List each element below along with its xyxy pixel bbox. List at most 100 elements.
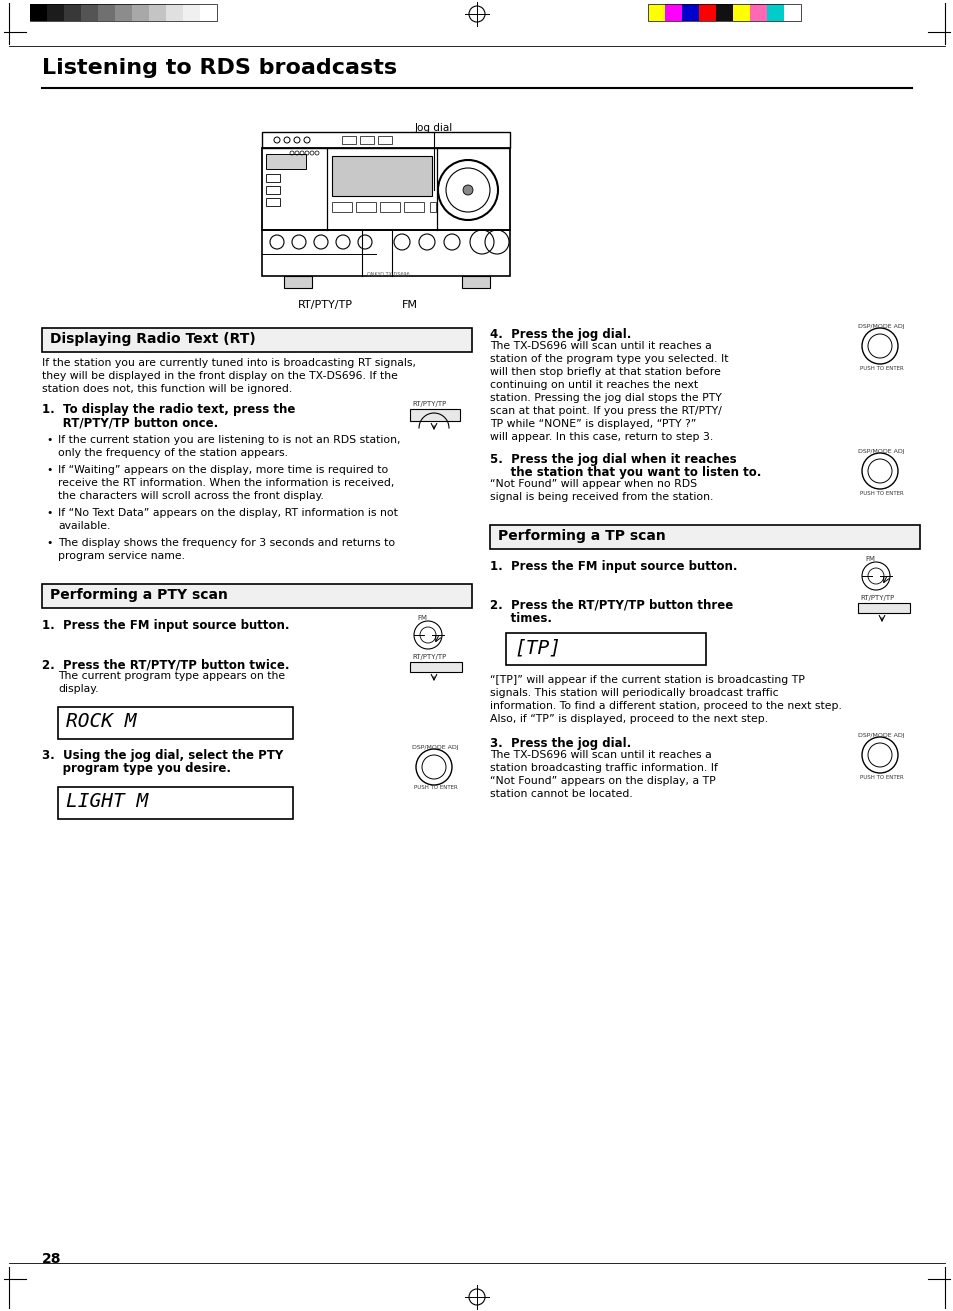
Text: •: • <box>46 538 52 548</box>
Text: 2.  Press the RT/PTY/TP button twice.: 2. Press the RT/PTY/TP button twice. <box>42 658 289 671</box>
Bar <box>699 4 716 21</box>
Text: [TP]: [TP] <box>514 638 560 657</box>
Text: PUSH TO ENTER: PUSH TO ENTER <box>414 785 457 791</box>
Text: •: • <box>46 465 52 475</box>
Text: program service name.: program service name. <box>58 551 185 561</box>
Bar <box>341 136 355 144</box>
Text: LIGHT M: LIGHT M <box>66 792 148 812</box>
Bar <box>783 4 801 21</box>
Text: 28: 28 <box>42 1252 61 1266</box>
Bar <box>266 153 306 169</box>
Bar <box>149 4 166 21</box>
Bar <box>284 277 312 288</box>
Text: times.: times. <box>490 612 552 625</box>
Bar <box>379 202 399 212</box>
Text: station cannot be located.: station cannot be located. <box>490 789 632 798</box>
Bar <box>58 787 293 819</box>
Text: available.: available. <box>58 520 111 531</box>
Bar <box>664 4 681 21</box>
Text: 5.  Press the jog dial when it reaches: 5. Press the jog dial when it reaches <box>490 454 736 465</box>
Bar <box>98 4 115 21</box>
Text: 1.  To display the radio text, press the: 1. To display the radio text, press the <box>42 402 295 416</box>
Bar <box>749 4 766 21</box>
Bar <box>266 174 280 182</box>
Text: receive the RT information. When the information is received,: receive the RT information. When the inf… <box>58 479 394 488</box>
Bar <box>647 4 664 21</box>
Text: DSP/MODE ADJ: DSP/MODE ADJ <box>857 733 903 738</box>
Text: The display shows the frequency for 3 seconds and returns to: The display shows the frequency for 3 se… <box>58 538 395 548</box>
Text: signals. This station will periodically broadcast traffic: signals. This station will periodically … <box>490 688 778 697</box>
Text: signal is being received from the station.: signal is being received from the statio… <box>490 492 713 502</box>
Bar <box>332 156 432 197</box>
Bar <box>262 148 510 229</box>
Text: TP while “NONE” is displayed, “PTY ?”: TP while “NONE” is displayed, “PTY ?” <box>490 420 696 429</box>
Text: RT/PTY/TP button once.: RT/PTY/TP button once. <box>42 416 218 429</box>
Bar <box>42 328 472 351</box>
Text: Performing a TP scan: Performing a TP scan <box>497 530 665 543</box>
Bar <box>42 583 472 608</box>
Text: Jog dial: Jog dial <box>415 123 453 132</box>
Text: the characters will scroll across the front display.: the characters will scroll across the fr… <box>58 492 323 501</box>
Circle shape <box>462 185 473 195</box>
Bar <box>47 4 64 21</box>
Text: FM: FM <box>401 300 417 309</box>
Text: station of the program type you selected. It: station of the program type you selected… <box>490 354 728 364</box>
Bar <box>58 707 293 739</box>
Text: station broadcasting traffic information. If: station broadcasting traffic information… <box>490 763 717 773</box>
Bar <box>359 136 374 144</box>
Text: station does not, this function will be ignored.: station does not, this function will be … <box>42 384 292 395</box>
Bar <box>461 277 490 288</box>
Text: DSP/MODE ADJ: DSP/MODE ADJ <box>857 448 903 454</box>
Bar <box>505 633 705 665</box>
Text: “Not Found” will appear when no RDS: “Not Found” will appear when no RDS <box>490 479 697 489</box>
Bar <box>857 603 909 614</box>
Text: “[TP]” will appear if the current station is broadcasting TP: “[TP]” will appear if the current statio… <box>490 675 804 686</box>
Text: information. To find a different station, proceed to the next step.: information. To find a different station… <box>490 701 841 711</box>
Bar <box>377 136 392 144</box>
Bar <box>766 4 783 21</box>
Bar <box>115 4 132 21</box>
Text: PUSH TO ENTER: PUSH TO ENTER <box>859 492 902 496</box>
Text: 1.  Press the FM input source button.: 1. Press the FM input source button. <box>490 560 737 573</box>
Bar <box>355 202 375 212</box>
Bar <box>681 4 699 21</box>
Bar <box>716 4 732 21</box>
Bar <box>64 4 81 21</box>
Text: ONKYO TX-DS696: ONKYO TX-DS696 <box>367 271 409 277</box>
Text: display.: display. <box>58 684 98 694</box>
Bar <box>732 4 749 21</box>
Text: 3.  Using the jog dial, select the PTY: 3. Using the jog dial, select the PTY <box>42 749 283 762</box>
Text: 1.  Press the FM input source button.: 1. Press the FM input source button. <box>42 619 289 632</box>
Text: station. Pressing the jog dial stops the PTY: station. Pressing the jog dial stops the… <box>490 393 721 402</box>
Text: they will be displayed in the front display on the TX-DS696. If the: they will be displayed in the front disp… <box>42 371 397 382</box>
Text: PUSH TO ENTER: PUSH TO ENTER <box>859 366 902 371</box>
Text: will appear. In this case, return to step 3.: will appear. In this case, return to ste… <box>490 433 713 442</box>
Text: will then stop briefly at that station before: will then stop briefly at that station b… <box>490 367 720 378</box>
Text: ROCK M: ROCK M <box>66 712 136 732</box>
Text: Performing a PTY scan: Performing a PTY scan <box>50 589 228 602</box>
Text: DSP/MODE ADJ: DSP/MODE ADJ <box>412 745 458 750</box>
Text: RT/PTY/TP: RT/PTY/TP <box>297 300 352 309</box>
Text: FM: FM <box>416 615 427 621</box>
Text: The current program type appears on the: The current program type appears on the <box>58 671 285 680</box>
Text: only the frequency of the station appears.: only the frequency of the station appear… <box>58 448 288 458</box>
Bar <box>410 409 459 421</box>
Text: scan at that point. If you press the RT/PTY/: scan at that point. If you press the RT/… <box>490 406 721 416</box>
Text: 3.  Press the jog dial.: 3. Press the jog dial. <box>490 737 631 750</box>
Text: Displaying Radio Text (RT): Displaying Radio Text (RT) <box>50 332 255 346</box>
Bar <box>266 186 280 194</box>
Text: If the current station you are listening to is not an RDS station,: If the current station you are listening… <box>58 435 400 444</box>
Bar <box>30 4 216 21</box>
Text: •: • <box>46 435 52 444</box>
Text: “Not Found” appears on the display, a TP: “Not Found” appears on the display, a TP <box>490 776 715 787</box>
Text: FM: FM <box>864 556 874 562</box>
Text: the station that you want to listen to.: the station that you want to listen to. <box>490 465 760 479</box>
Text: 4.  Press the jog dial.: 4. Press the jog dial. <box>490 328 631 341</box>
Bar <box>30 4 47 21</box>
Text: The TX-DS696 will scan until it reaches a: The TX-DS696 will scan until it reaches … <box>490 341 711 351</box>
Text: •: • <box>46 507 52 518</box>
Text: The TX-DS696 will scan until it reaches a: The TX-DS696 will scan until it reaches … <box>490 750 711 760</box>
Bar <box>266 198 280 206</box>
Bar <box>81 4 98 21</box>
Bar <box>490 524 919 549</box>
